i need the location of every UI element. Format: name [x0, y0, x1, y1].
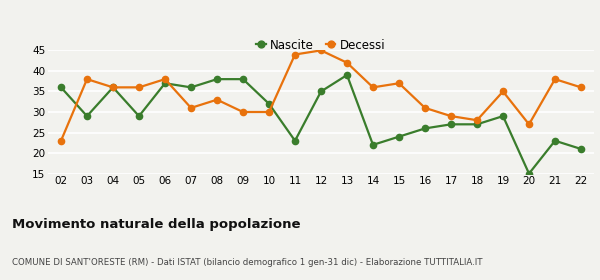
Decessi	[136, 86, 143, 89]
Decessi	[109, 86, 116, 89]
Decessi	[499, 90, 506, 93]
Line: Decessi: Decessi	[58, 47, 584, 144]
Nascite	[265, 102, 272, 106]
Text: Movimento naturale della popolazione: Movimento naturale della popolazione	[12, 218, 301, 231]
Nascite	[58, 86, 65, 89]
Decessi	[239, 110, 247, 114]
Nascite	[526, 172, 533, 175]
Nascite	[136, 115, 143, 118]
Nascite	[551, 139, 559, 143]
Nascite	[214, 78, 221, 81]
Decessi	[292, 53, 299, 56]
Nascite	[187, 86, 194, 89]
Nascite	[343, 73, 350, 77]
Nascite	[395, 135, 403, 138]
Nascite	[577, 147, 584, 151]
Text: COMUNE DI SANT'ORESTE (RM) - Dati ISTAT (bilancio demografico 1 gen-31 dic) - El: COMUNE DI SANT'ORESTE (RM) - Dati ISTAT …	[12, 258, 482, 267]
Line: Nascite: Nascite	[58, 72, 584, 177]
Decessi	[214, 98, 221, 101]
Decessi	[317, 49, 325, 52]
Nascite	[292, 139, 299, 143]
Legend: Nascite, Decessi: Nascite, Decessi	[251, 34, 391, 57]
Nascite	[83, 115, 91, 118]
Nascite	[239, 78, 247, 81]
Nascite	[499, 115, 506, 118]
Decessi	[370, 86, 377, 89]
Nascite	[109, 86, 116, 89]
Decessi	[395, 81, 403, 85]
Decessi	[343, 61, 350, 64]
Decessi	[83, 78, 91, 81]
Nascite	[421, 127, 428, 130]
Decessi	[161, 78, 169, 81]
Decessi	[473, 118, 481, 122]
Nascite	[473, 123, 481, 126]
Decessi	[551, 78, 559, 81]
Decessi	[421, 106, 428, 109]
Nascite	[370, 143, 377, 146]
Nascite	[317, 90, 325, 93]
Decessi	[577, 86, 584, 89]
Decessi	[526, 123, 533, 126]
Decessi	[265, 110, 272, 114]
Decessi	[58, 139, 65, 143]
Nascite	[448, 123, 455, 126]
Decessi	[448, 115, 455, 118]
Nascite	[161, 81, 169, 85]
Decessi	[187, 106, 194, 109]
